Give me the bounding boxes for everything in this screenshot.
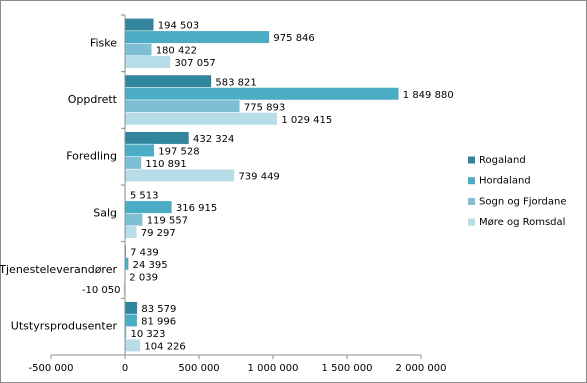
category-label: Foredling xyxy=(66,150,117,163)
x-tick-label: 0 xyxy=(122,363,128,374)
legend-label: Møre og Romsdal xyxy=(479,217,565,228)
value-label: 5 513 xyxy=(130,191,159,202)
value-label: 197 528 xyxy=(158,146,199,157)
value-label: 432 324 xyxy=(193,134,234,145)
legend-label: Rogaland xyxy=(479,155,526,166)
value-label: 316 915 xyxy=(176,203,217,214)
bar xyxy=(124,313,138,327)
legend-label: Hordaland xyxy=(479,176,531,187)
value-label: 10 323 xyxy=(131,329,166,340)
bar xyxy=(124,74,212,88)
value-label: 24 395 xyxy=(133,260,168,271)
bar xyxy=(124,18,155,32)
x-tick-label: 1 000 000 xyxy=(248,363,299,374)
value-label: 119 557 xyxy=(147,216,188,227)
bar xyxy=(124,338,141,352)
value-label: 104 226 xyxy=(144,341,185,352)
bar xyxy=(124,156,142,170)
bar xyxy=(124,213,143,227)
category-label: Tjenesteleverandører xyxy=(0,263,117,276)
bar xyxy=(124,30,270,44)
value-label: 1 849 880 xyxy=(403,90,454,101)
legend-swatch xyxy=(468,156,475,164)
value-label: 7 439 xyxy=(130,247,159,258)
bar xyxy=(124,257,129,271)
x-tick-label: 500 000 xyxy=(178,363,219,374)
bar xyxy=(124,87,400,101)
value-label: 2 039 xyxy=(129,272,158,283)
legend-swatch xyxy=(468,177,475,185)
value-label: 194 503 xyxy=(158,21,199,32)
value-label: 583 821 xyxy=(215,77,256,88)
value-label: 739 449 xyxy=(238,171,279,182)
value-label: 975 846 xyxy=(273,33,314,44)
category-label: Oppdrett xyxy=(68,93,118,106)
legend-swatch xyxy=(468,218,475,226)
bar xyxy=(124,131,190,145)
x-tick-label: -500 000 xyxy=(29,363,74,374)
value-label: 307 057 xyxy=(174,58,215,69)
bar xyxy=(124,168,235,182)
category-label: Salg xyxy=(93,206,117,219)
legend-swatch xyxy=(468,197,475,205)
bar xyxy=(124,200,173,214)
bar xyxy=(124,301,138,315)
value-label: 79 297 xyxy=(141,228,176,239)
value-label: -10 050 xyxy=(82,285,121,296)
value-label: 775 893 xyxy=(244,102,285,113)
bar xyxy=(124,55,171,69)
value-label: 81 996 xyxy=(141,316,176,327)
bar xyxy=(124,43,152,57)
category-label: Fiske xyxy=(90,36,117,49)
x-tick-label: 1 500 000 xyxy=(322,363,373,374)
category-label: Utstyrsprodusenter xyxy=(11,320,118,333)
x-tick-label: 2 000 000 xyxy=(396,363,447,374)
legend-label: Sogn og Fjordane xyxy=(479,196,567,207)
bar xyxy=(124,112,278,126)
bar xyxy=(124,143,155,157)
value-label: 83 579 xyxy=(141,304,176,315)
bar xyxy=(124,225,137,239)
value-label: 110 891 xyxy=(145,159,186,170)
bar xyxy=(124,99,241,113)
value-label: 180 422 xyxy=(156,46,197,57)
value-label: 1 029 415 xyxy=(281,115,332,126)
